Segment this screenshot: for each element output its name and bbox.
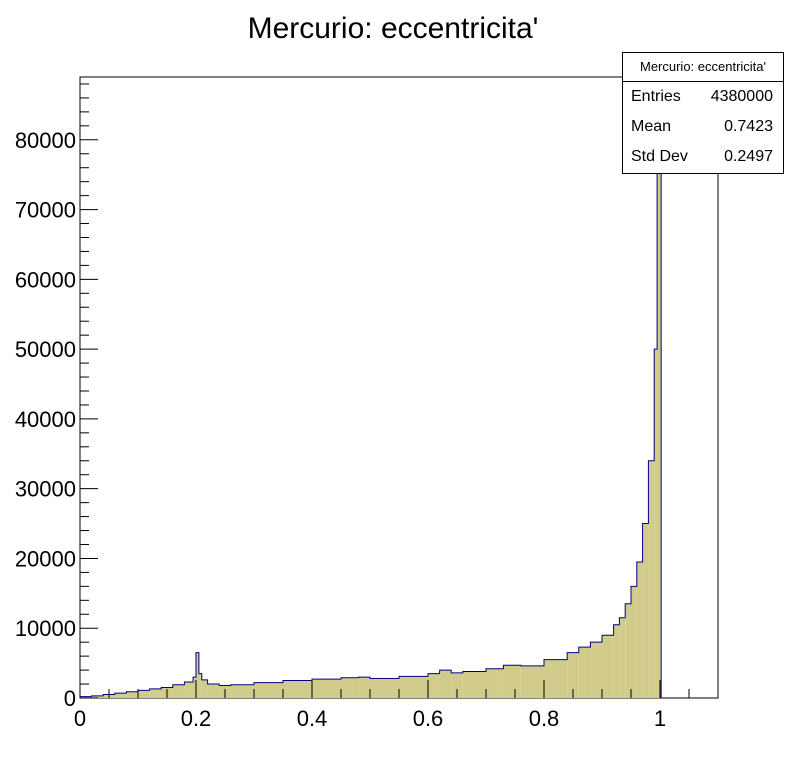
y-tick-label: 20000 <box>15 546 76 571</box>
histogram-bin <box>636 561 643 698</box>
stats-box: Mercurio: eccentricita' Entries 4380000 … <box>622 52 784 174</box>
stats-title: Mercurio: eccentricita' <box>623 53 783 82</box>
histogram-bin <box>341 677 359 698</box>
y-tick-label: 80000 <box>15 128 76 153</box>
histogram-bin <box>428 673 440 698</box>
histogram-bin <box>642 523 649 698</box>
histogram-bin <box>196 652 199 698</box>
histogram-bin <box>486 668 504 698</box>
histogram-bin <box>590 642 602 698</box>
chart-title: Mercurio: eccentricita' <box>248 12 539 45</box>
stddev-label: Std Dev <box>631 148 688 165</box>
histogram-bin <box>462 671 486 698</box>
histogram-bin <box>654 349 658 698</box>
histogram-bin <box>544 659 568 698</box>
y-tick-label: 50000 <box>15 337 76 362</box>
x-tick-label: 0.8 <box>529 706 560 731</box>
histogram-bin <box>114 693 127 698</box>
mean-label: Mean <box>631 118 672 135</box>
histogram-bin <box>625 603 631 698</box>
mean-value: 0.7423 <box>724 118 773 135</box>
histogram-bin <box>91 695 104 698</box>
histogram-bin <box>80 696 92 698</box>
histogram-bin <box>201 679 208 698</box>
histogram-bin <box>312 679 341 698</box>
histogram-bin <box>370 678 399 698</box>
histogram-bin <box>358 677 370 698</box>
histogram-bin <box>619 617 626 698</box>
x-tick-label: 0.4 <box>297 706 328 731</box>
stats-row-entries: Entries 4380000 <box>623 82 783 112</box>
histogram-bin <box>230 684 254 698</box>
histogram-bin <box>657 90 660 698</box>
axes: 0 0.2 0.4 0.6 0.8 1 0 10000 20000 30000 40000 50000… <box>15 83 690 731</box>
stddev-value: 0.2497 <box>724 148 773 165</box>
histogram-bin <box>184 681 194 698</box>
histogram-bin <box>503 665 521 698</box>
histogram-outline <box>79 90 662 698</box>
histogram-bin <box>193 677 196 698</box>
histogram-bin <box>198 673 202 698</box>
x-tick-label: 1 <box>654 706 666 731</box>
x-tick-label: 0.2 <box>181 706 212 731</box>
histogram-bin <box>613 624 620 698</box>
histogram-bin <box>648 460 655 698</box>
y-tick-label: 60000 <box>15 267 76 292</box>
histogram-bin <box>254 682 283 698</box>
x-tick-label: 0.6 <box>413 706 444 731</box>
histogram-bin <box>126 691 138 698</box>
x-tick-label: 0 <box>74 706 86 731</box>
histogram-bin <box>399 676 428 698</box>
y-tick-label: 30000 <box>15 477 76 502</box>
histogram-bin <box>207 684 220 698</box>
histogram-bin <box>567 652 579 698</box>
y-tick-label: 40000 <box>15 407 76 432</box>
histogram-bin <box>439 670 452 698</box>
entries-label: Entries <box>631 88 681 105</box>
stats-row-stddev: Std Dev 0.2497 <box>623 142 783 172</box>
histogram-bin <box>578 647 591 698</box>
histogram-bars <box>79 90 662 698</box>
histogram-bin <box>602 635 614 698</box>
histogram-bin <box>631 586 637 698</box>
histogram-bin <box>283 680 312 698</box>
histogram-bin <box>451 672 463 698</box>
y-tick-label: 0 <box>64 686 76 711</box>
histogram-bin <box>149 688 162 698</box>
y-tick-label: 10000 <box>15 616 76 641</box>
histogram-bin <box>660 90 662 698</box>
histogram-bin <box>172 684 185 698</box>
entries-value: 4380000 <box>710 88 773 105</box>
histogram-bin <box>138 690 150 698</box>
stats-row-mean: Mean 0.7423 <box>623 112 783 142</box>
histogram-bin <box>520 665 544 698</box>
y-tick-label: 70000 <box>15 198 76 223</box>
